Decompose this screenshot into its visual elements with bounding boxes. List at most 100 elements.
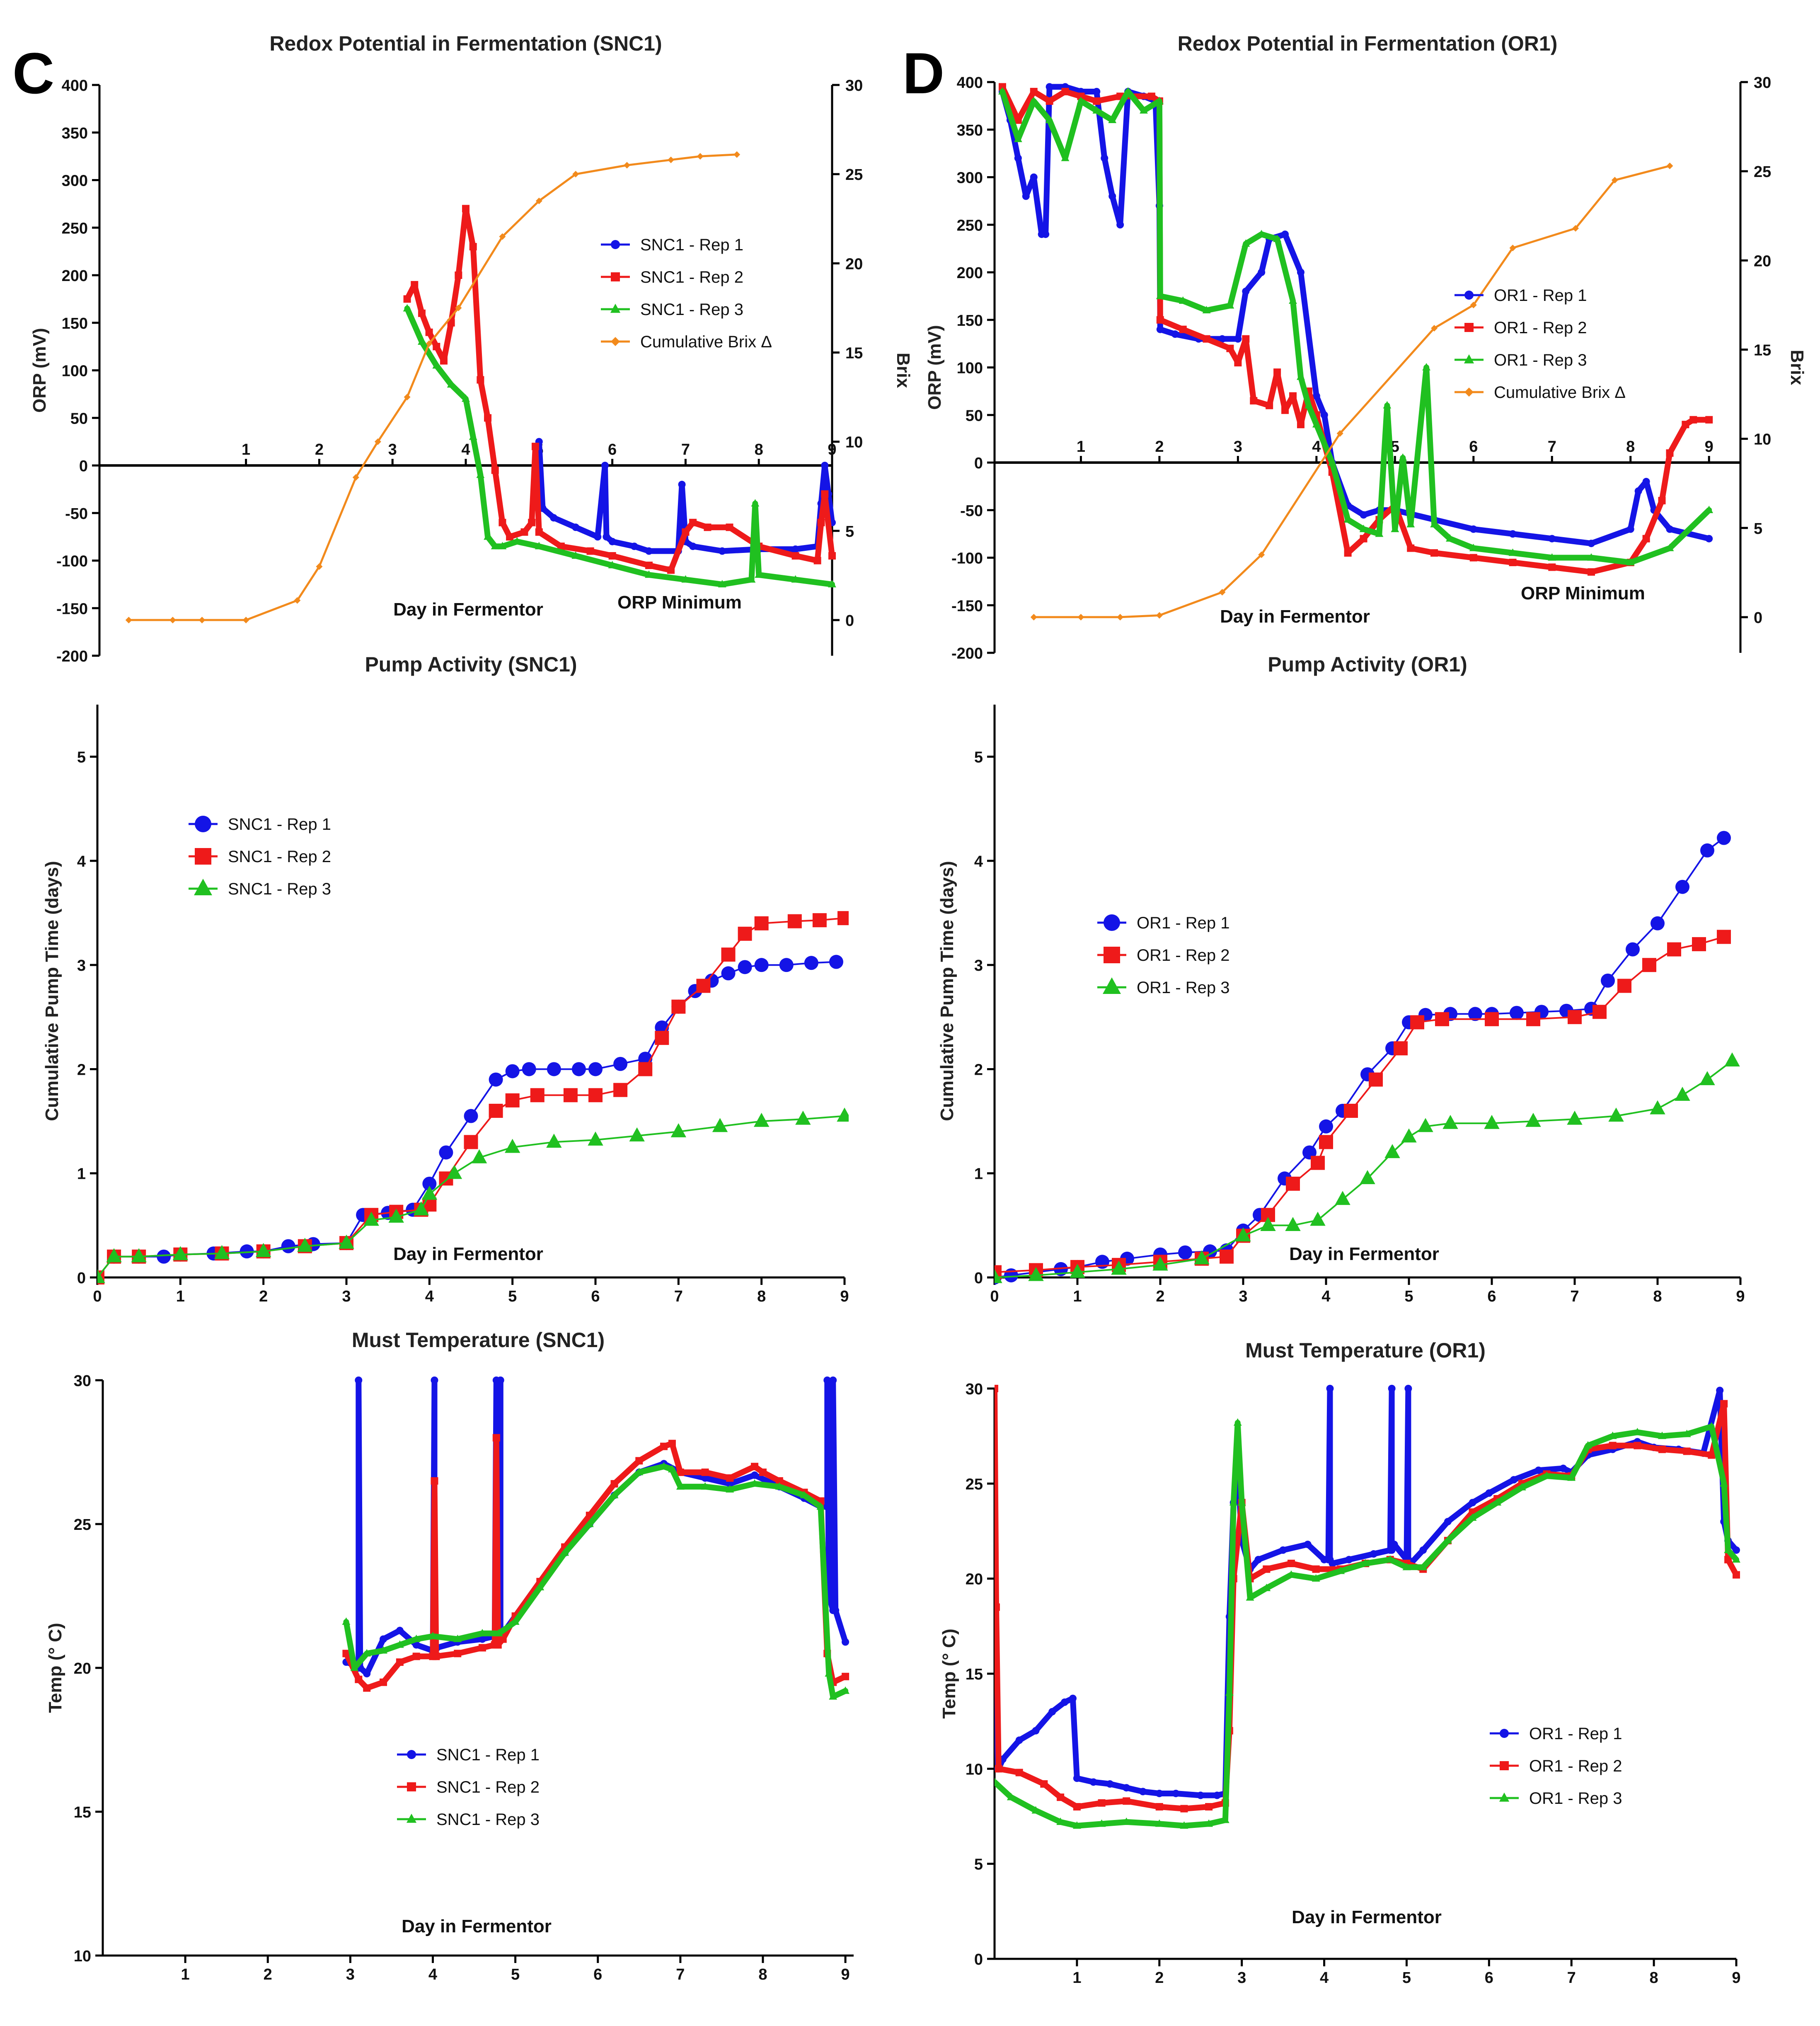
data-point	[491, 542, 499, 550]
y-tick-label: 3	[974, 957, 983, 974]
data-point	[1588, 568, 1595, 576]
data-point	[492, 1434, 500, 1442]
data-point	[1073, 1774, 1081, 1782]
data-point	[1548, 563, 1556, 571]
data-point	[1061, 87, 1069, 95]
y2-axis-label: Brix	[893, 353, 913, 388]
data-point	[431, 1477, 438, 1485]
x-tick-label: 8	[755, 441, 763, 458]
data-point	[1430, 549, 1438, 557]
x-tick-label: 5	[1402, 1969, 1411, 1987]
data-point	[610, 1490, 619, 1498]
panel-letter-d: D	[903, 41, 944, 106]
data-point	[689, 519, 697, 526]
legend-swatch-marker	[611, 337, 620, 346]
data-point	[294, 597, 301, 604]
data-point	[1548, 553, 1556, 561]
x-tick-label: 9	[841, 1966, 850, 1983]
data-point	[1525, 1112, 1541, 1127]
data-point	[413, 1201, 429, 1216]
data-point	[550, 514, 558, 522]
data-point	[339, 1234, 354, 1249]
legend-swatch-marker	[195, 848, 211, 865]
chart-title: Pump Activity (SNC1)	[365, 653, 577, 676]
data-point	[1254, 1556, 1262, 1563]
x-tick-label: 7	[1570, 1288, 1579, 1305]
data-point	[813, 557, 821, 565]
data-point	[1665, 543, 1674, 551]
data-point	[421, 1185, 438, 1200]
data-point	[1390, 1541, 1398, 1549]
data-point	[428, 1631, 437, 1639]
legend: OR1 - Rep 1 OR1 - Rep 2 OR1 - Rep 3 Cumulat…	[1455, 286, 1626, 402]
data-point	[1156, 612, 1163, 619]
data-point	[1048, 1708, 1056, 1716]
series-rep2	[342, 1434, 849, 1692]
y-tick-label: -200	[951, 645, 983, 662]
data-point	[718, 580, 726, 588]
data-point	[505, 1093, 520, 1108]
data-point	[1410, 1015, 1424, 1030]
data-point	[1014, 116, 1022, 124]
data-point	[1116, 221, 1124, 229]
data-point	[1572, 225, 1579, 232]
data-point	[1485, 1012, 1499, 1026]
y-tick-label: 400	[957, 74, 983, 92]
data-point	[1419, 1546, 1427, 1554]
data-point	[535, 542, 543, 550]
data-point	[608, 552, 616, 560]
data-point	[455, 271, 462, 279]
x-tick-label: 9	[828, 441, 836, 458]
legend-swatch-marker	[407, 1782, 416, 1791]
y-tick-label: 15	[966, 1666, 983, 1683]
data-point	[535, 528, 543, 536]
data-point	[995, 1385, 998, 1392]
data-point	[1534, 1466, 1542, 1474]
data-point	[478, 1635, 486, 1643]
data-point	[396, 1658, 404, 1666]
y-tick-label: -50	[65, 505, 88, 523]
data-point	[547, 1062, 561, 1076]
data-point	[561, 1548, 569, 1556]
data-point	[1046, 83, 1053, 91]
data-point	[689, 543, 697, 550]
data-point	[1567, 1473, 1576, 1481]
x-axis-label: Day in Fermentor	[1220, 606, 1370, 627]
data-point	[1609, 1442, 1617, 1449]
data-point	[1073, 1803, 1081, 1811]
legend: SNC1 - Rep 1 SNC1 - Rep 2 SNC1 - Rep 3	[397, 1746, 540, 1829]
data-point	[704, 523, 712, 531]
data-point	[380, 1635, 387, 1643]
data-point	[829, 1377, 837, 1384]
legend-swatch-marker	[1464, 323, 1474, 332]
y-tick-label: 25	[74, 1516, 91, 1534]
data-point	[1289, 392, 1297, 400]
series-rep3	[403, 304, 836, 588]
series-rep1	[998, 83, 1713, 548]
x-tick-label: 7	[676, 1966, 685, 1983]
data-point	[821, 462, 829, 469]
x-tick-label: 8	[1650, 1969, 1658, 1987]
data-point	[660, 1442, 668, 1450]
data-point	[1234, 359, 1242, 367]
y-tick-label: 400	[62, 77, 88, 95]
y-tick-label: 0	[974, 1270, 983, 1287]
legend-swatch-marker	[407, 1750, 416, 1759]
series-rep3	[998, 87, 1714, 566]
data-point	[701, 1482, 709, 1490]
data-point	[240, 1244, 254, 1259]
x-tick-label: 7	[681, 441, 690, 458]
data-point	[1707, 1422, 1716, 1430]
data-point	[775, 1482, 784, 1490]
data-point	[469, 243, 477, 251]
data-point	[670, 1123, 687, 1137]
data-point	[506, 533, 514, 541]
data-point	[374, 438, 381, 445]
data-point	[1040, 1780, 1048, 1788]
data-point	[1117, 613, 1124, 620]
data-point	[1304, 401, 1313, 409]
y2-tick-label: 5	[1754, 520, 1762, 538]
data-point	[829, 1692, 837, 1700]
data-point	[1705, 416, 1713, 424]
data-point	[1626, 942, 1640, 957]
